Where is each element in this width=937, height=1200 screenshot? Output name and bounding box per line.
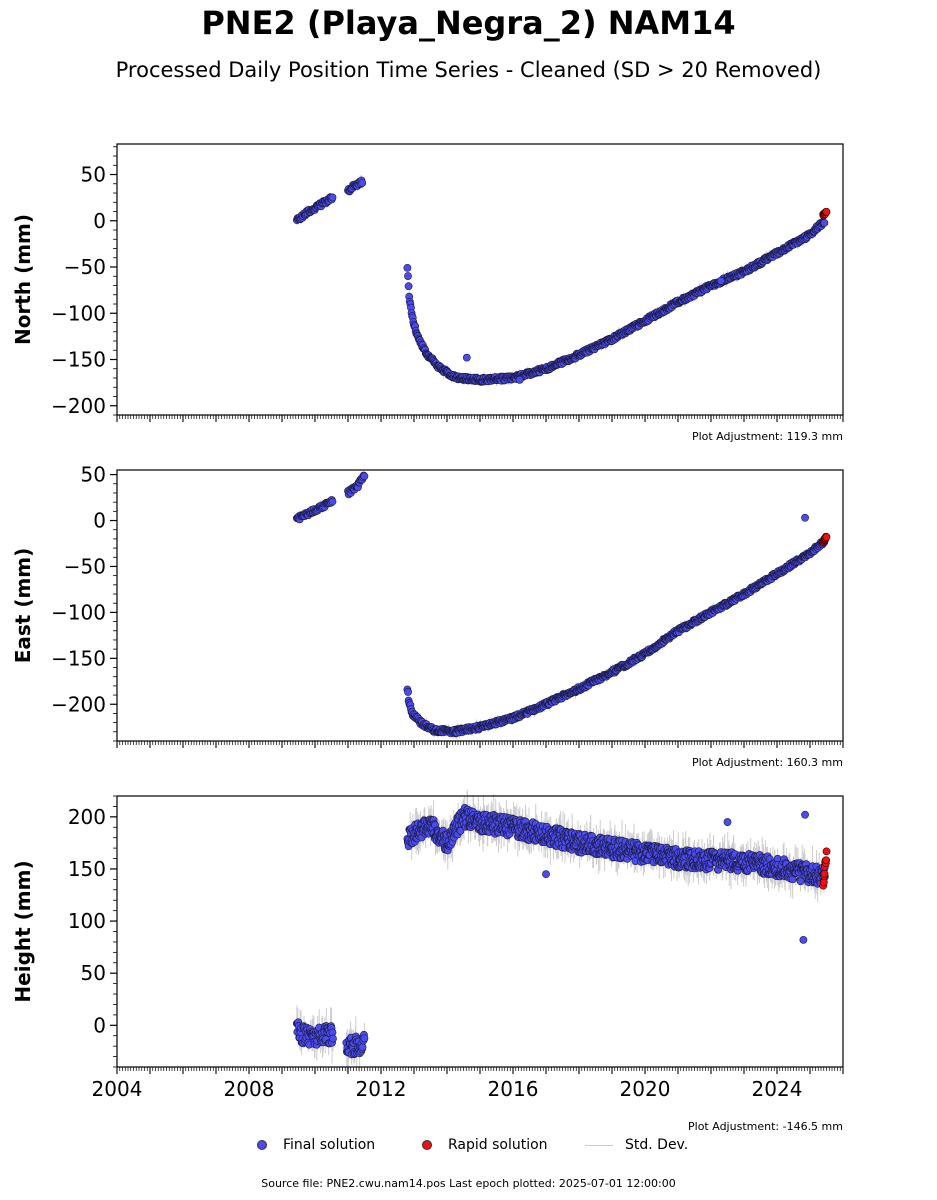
y-tick-label: −50 [64,255,106,279]
y-tick-label: −100 [51,600,106,624]
y-tick-label: 200 [68,805,106,829]
rapid-solution-points [819,207,831,220]
y-tick-label: −200 [51,394,106,418]
final-point [328,497,337,506]
rapid-point [822,856,831,865]
final-point [328,193,337,202]
final-solution-points [292,176,829,386]
rapid-point [820,869,829,878]
y-tick-label: −150 [51,348,106,372]
y-tick-label: 150 [68,857,106,881]
y-tick-label: 50 [81,163,106,187]
panel-1: 50 0 −50 −100 −150 −200 East (mm) Plot Adjustme… [11,463,844,769]
plot-adjustment: Plot Adjustment: 160.3 mm [692,756,843,769]
y-axis-label: East (mm) [11,548,35,664]
y-axis-label: North (mm) [11,214,35,345]
plot-adjustment: Plot Adjustment: 119.3 mm [692,430,843,443]
y-tick-label: 0 [93,209,106,233]
y-tick-label: 0 [93,1013,106,1037]
final-point [462,353,471,362]
final-point [358,1043,367,1052]
y-tick-label: 100 [68,909,106,933]
final-point [403,263,412,272]
final-point [515,375,524,384]
y-tick-label: −100 [51,301,106,325]
final-point [723,818,732,826]
final-point [801,810,809,819]
axes-frame [116,469,844,742]
final-solution-points [292,471,829,738]
panel-0: 50 0 −50 −100 −150 −200 North (mm) Plot Adjustm… [11,143,844,443]
rapid-point [822,847,831,856]
page-title: PNE2 (Playa_Negra_2) NAM14 [201,4,736,42]
final-point [404,272,412,280]
page-subtitle: Processed Daily Position Time Series - C… [115,58,822,82]
y-tick-label: 0 [93,509,106,533]
final-point [801,513,809,522]
final-point [717,276,725,285]
final-point [360,1034,369,1043]
final-point [358,179,367,187]
y-tick-label: −50 [64,554,106,578]
y-tick-label: −200 [51,692,106,716]
final-point [404,282,413,291]
final-point [360,472,369,481]
final-point [542,870,550,879]
std-dev-bars [296,175,824,387]
final-point [820,218,829,227]
final-point [799,935,808,944]
final-point [329,1034,337,1043]
rapid-solution-points [819,532,831,546]
y-tick-label: 50 [81,463,106,487]
y-tick-label: 50 [81,961,106,985]
rapid-point [822,533,831,541]
final-point [404,688,412,696]
rapid-point [822,207,831,216]
y-tick-label: −150 [51,646,106,670]
